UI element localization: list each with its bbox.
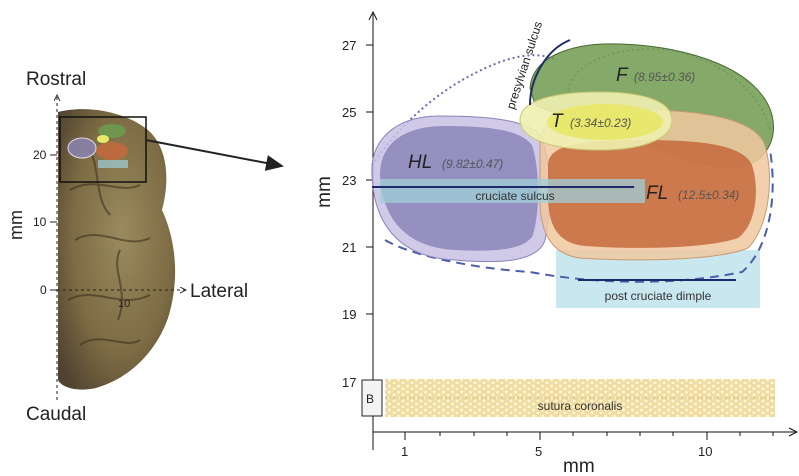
cruciate-box <box>380 179 645 203</box>
fl-name: FL <box>646 183 668 204</box>
hl-value: (9.82±0.47) <box>442 157 503 171</box>
post-cruciate-label: post cruciate dimple <box>605 289 712 303</box>
left-panel: 20 10 0 mm 10 Rostral Caudal Lateral <box>6 69 284 425</box>
tick-label-20: 20 <box>33 148 47 162</box>
rostral-label: Rostral <box>26 69 86 90</box>
tick-label-0: 0 <box>40 283 47 297</box>
tick-label-10: 10 <box>33 215 47 229</box>
bregma-marker <box>361 379 383 417</box>
x-tick-5: 5 <box>535 444 542 459</box>
f-name: F <box>616 65 629 86</box>
mini-t <box>97 135 109 143</box>
mini-hl <box>67 137 97 159</box>
cruciate-label: cruciate sulcus <box>475 189 554 203</box>
cortical-outline <box>384 149 774 283</box>
sutura-label: sutura coronalis <box>538 399 623 413</box>
f-value: (8.95±0.36) <box>634 70 695 84</box>
x-axis-label: mm <box>563 456 595 476</box>
mini-f <box>98 124 126 138</box>
t-name: T <box>551 111 564 132</box>
y-tick-19: 19 <box>342 307 356 322</box>
presylvian-line <box>529 39 571 106</box>
fl-value: (12.5±0.34) <box>678 188 739 202</box>
y-tick-27: 27 <box>342 38 356 53</box>
left-axis-label: mm <box>6 210 26 240</box>
bregma-label: B <box>366 392 374 406</box>
y-axis-label: mm <box>314 176 335 208</box>
y-tick-21: 21 <box>342 240 356 255</box>
mini-fl <box>96 142 128 160</box>
y-tick-17: 17 <box>342 375 356 390</box>
x-tick-10: 10 <box>698 444 712 459</box>
zoom-arrow <box>145 139 284 171</box>
y-tick-25: 25 <box>342 105 356 120</box>
x-tick-1: 1 <box>401 444 408 459</box>
right-panel: 27 25 23 21 19 17 1 5 10 mm mm sutura co <box>314 10 799 476</box>
inset-box <box>59 116 147 183</box>
region-fl <box>548 140 756 248</box>
t-value: (3.34±0.23) <box>570 116 631 130</box>
brain-gyri <box>67 149 151 346</box>
y-tick-23: 23 <box>342 173 356 188</box>
lateral-label: Lateral <box>190 281 248 302</box>
y-ticks <box>366 44 373 383</box>
lateral-tick-label: 10 <box>118 298 130 310</box>
hl-name: HL <box>408 152 432 173</box>
caudal-label: Caudal <box>26 404 86 425</box>
region-t <box>547 104 663 140</box>
mini-dimple <box>98 160 128 168</box>
x-ticks <box>404 432 774 440</box>
